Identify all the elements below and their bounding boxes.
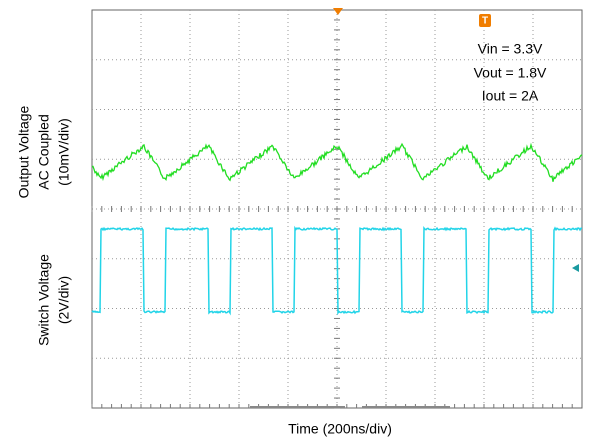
waveforms <box>91 142 583 316</box>
y-label: (2V/div) <box>56 276 72 324</box>
x-label: Time (200ns/div) <box>288 421 392 437</box>
y-label: (10mV/div) <box>56 118 72 186</box>
y-label: Switch Voltage <box>36 254 52 346</box>
annotation: Iout = 2A <box>482 88 539 104</box>
switch-voltage-trace <box>91 225 582 316</box>
channel-marker <box>572 264 579 272</box>
annotation: Vin = 3.3V <box>478 41 543 57</box>
output-voltage-trace <box>92 142 583 182</box>
y-label: AC Coupled <box>36 114 52 190</box>
y-label: Output Voltage <box>16 105 32 198</box>
svg-text:T: T <box>482 16 488 27</box>
trigger-position-marker <box>333 8 343 15</box>
trigger-level-marker: T <box>479 14 491 27</box>
grid <box>91 9 582 409</box>
annotation: Vout = 1.8V <box>474 65 547 81</box>
